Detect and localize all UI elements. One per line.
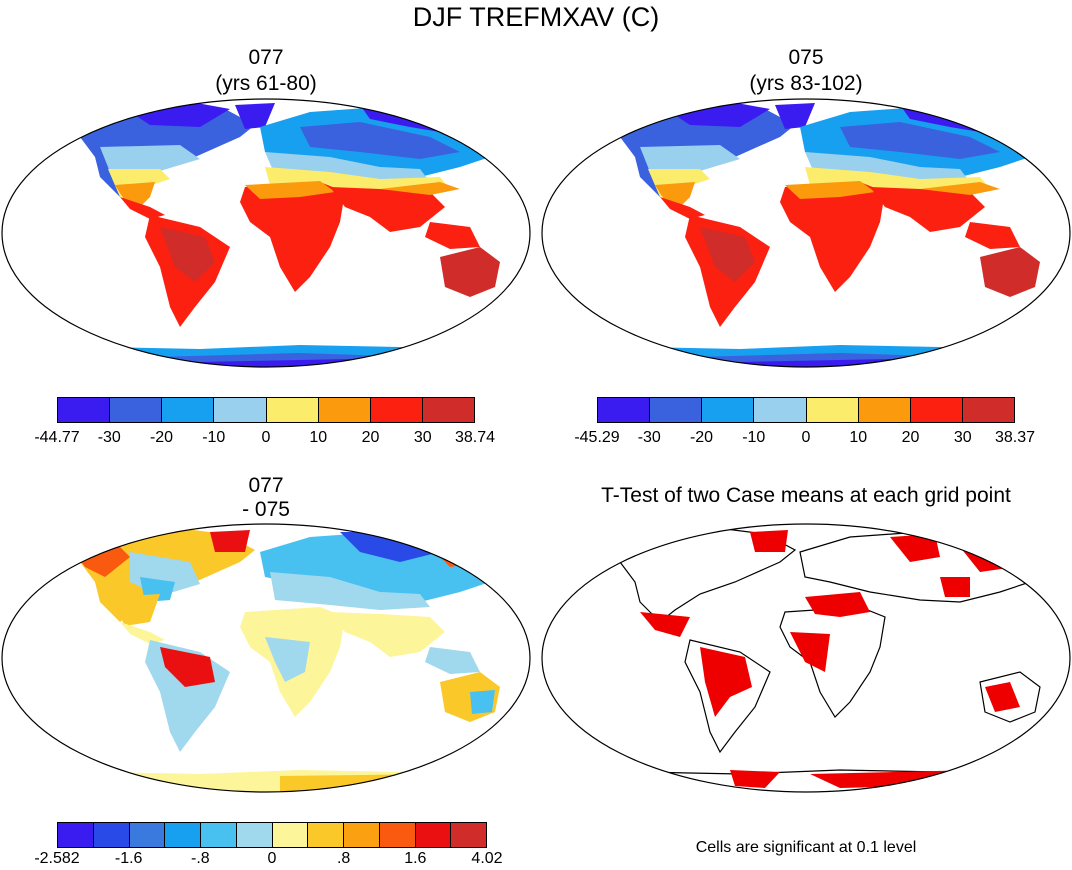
colorbar-segment — [650, 398, 703, 422]
colorbar-tick-label: 30 — [413, 429, 432, 446]
colorbar-segment — [806, 398, 859, 422]
colorbar-segment — [308, 823, 344, 847]
colorbar-segment — [201, 823, 237, 847]
colorbar-segment — [58, 823, 94, 847]
panel-077-title-line2: (yrs 61-80) — [215, 72, 317, 95]
colorbar-tick-label: 1.6 — [404, 850, 427, 867]
colorbar-segment — [754, 398, 807, 422]
colorbar-segment — [422, 398, 474, 422]
colorbar-tick-label: 0 — [261, 429, 271, 446]
colorbar-segment — [598, 398, 651, 422]
colorbar-tick-label: -1.6 — [114, 850, 143, 867]
panel-diff-title-line1: 077 — [248, 474, 284, 497]
colorbar-diff-labels: -2.582 -1.6 -.8 0 .8 1.6 4.02 — [34, 850, 502, 870]
colorbar-tick-label: 4.02 — [471, 850, 503, 867]
panel-075-title-line1: 075 — [788, 46, 824, 69]
colorbar-segment — [379, 823, 416, 847]
colorbar-077-labels: -44.77 -30 -20 -10 0 10 20 30 38.74 — [34, 429, 495, 449]
colorbar-segment — [266, 398, 319, 422]
colorbar-segment — [110, 398, 163, 422]
colorbar-diff — [57, 822, 487, 848]
colorbar-tick-label: -30 — [97, 429, 121, 446]
colorbar-segment — [962, 398, 1014, 422]
colorbar-segment — [58, 398, 111, 422]
colorbar-tick-label: -10 — [202, 429, 226, 446]
panel-077-title-line1: 077 — [248, 46, 284, 69]
colorbar-segment — [165, 823, 201, 847]
colorbar-segment — [272, 823, 309, 847]
figure-title: DJF TREFMXAV (C) — [412, 2, 660, 32]
colorbar-tick-label: -20 — [689, 429, 714, 446]
colorbar-segment — [858, 398, 911, 422]
colorbar-segment — [93, 823, 130, 847]
colorbar-tick-label: -10 — [742, 429, 766, 446]
colorbar-segment — [162, 398, 215, 422]
colorbar-segment — [370, 398, 423, 422]
colorbar-tick-label: -44.77 — [34, 429, 80, 446]
colorbar-segment — [702, 398, 755, 422]
colorbar-075 — [597, 397, 1015, 423]
colorbar-segment — [415, 823, 452, 847]
colorbar-segment — [910, 398, 963, 422]
colorbar-tick-label: 20 — [361, 429, 380, 446]
colorbar-tick-label: -20 — [149, 429, 174, 446]
colorbar-segment — [451, 823, 486, 847]
panel-075-title-line2: (yrs 83-102) — [749, 72, 863, 95]
colorbar-segment — [214, 398, 267, 422]
colorbar-tick-label: 10 — [309, 429, 328, 446]
colorbar-tick-label: 20 — [901, 429, 920, 446]
colorbar-tick-label: -2.582 — [34, 850, 80, 867]
colorbar-segment — [318, 398, 371, 422]
map-diff — [1, 523, 531, 793]
map-077 — [1, 98, 531, 368]
colorbar-tick-label: 0 — [801, 429, 811, 446]
colorbar-tick-label: 10 — [849, 429, 868, 446]
colorbar-segment — [129, 823, 166, 847]
map-ttest — [541, 523, 1071, 793]
map-075 — [541, 98, 1071, 368]
colorbar-tick-label: 38.37 — [994, 429, 1036, 446]
colorbar-tick-label: 38.74 — [454, 429, 496, 446]
panel-diff-title-line2: - 075 — [242, 498, 290, 521]
colorbar-tick-label: 0 — [267, 850, 277, 867]
colorbar-075-labels: -45.29 -30 -20 -10 0 10 20 30 38.37 — [574, 429, 1035, 449]
panel-ttest-title: T-Test of two Case means at each grid po… — [601, 484, 1011, 507]
colorbar-tick-label: -30 — [637, 429, 661, 446]
colorbar-tick-label: .8 — [336, 850, 351, 867]
ttest-note: Cells are significant at 0.1 level — [695, 839, 917, 856]
colorbar-tick-label: 30 — [953, 429, 972, 446]
colorbar-077 — [57, 397, 475, 423]
colorbar-segment — [236, 823, 273, 847]
colorbar-tick-label: -.8 — [190, 850, 210, 867]
colorbar-segment — [344, 823, 380, 847]
colorbar-tick-label: -45.29 — [574, 429, 620, 446]
